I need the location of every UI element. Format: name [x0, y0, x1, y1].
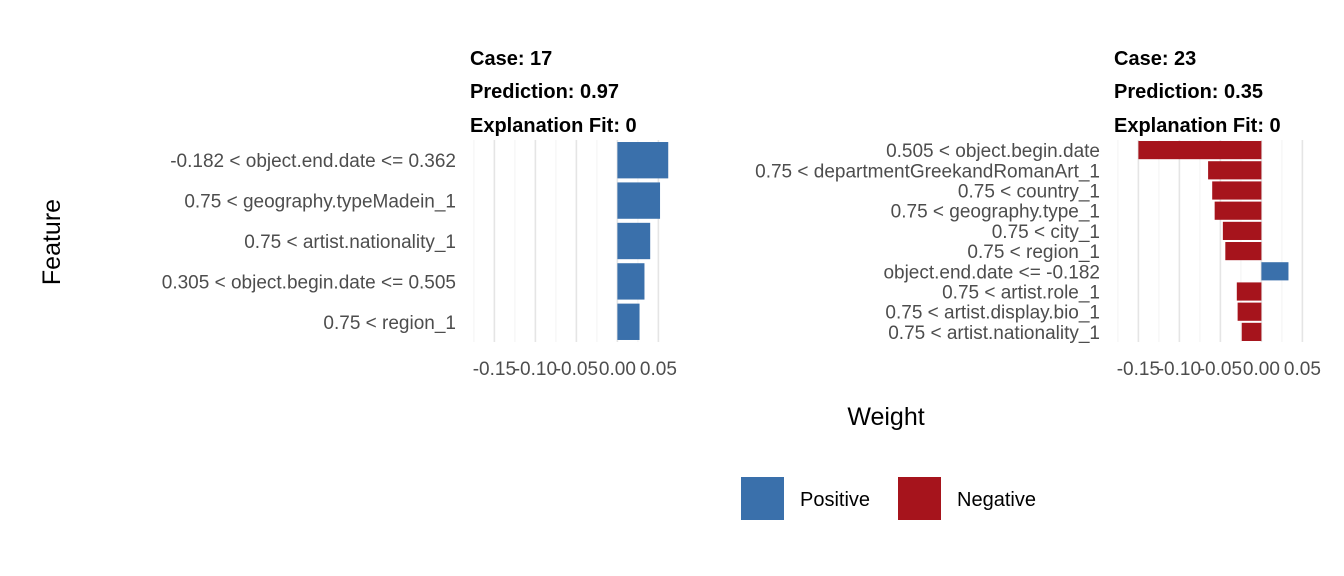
feature-label: 0.305 < object.begin.date <= 0.505	[162, 272, 456, 293]
bar-negative	[1138, 141, 1262, 160]
bar-negative	[1241, 322, 1262, 341]
feature-label: 0.75 < geography.type_1	[891, 202, 1100, 223]
bar-negative	[1236, 282, 1262, 301]
panel-title-line: Explanation Fit: 0	[470, 115, 637, 137]
bar-negative	[1222, 221, 1262, 240]
panel-title-line: Prediction: 0.97	[470, 81, 619, 103]
legend: Positive Negative	[741, 477, 1036, 520]
bar-negative	[1214, 201, 1262, 220]
x-tick-label: -0.15	[473, 359, 516, 380]
facet-panel-1: Case: 17 Prediction: 0.97 Explanation Fit:…	[162, 48, 677, 380]
bar-negative	[1212, 181, 1262, 200]
legend-swatch-negative	[898, 477, 941, 520]
x-tick-label: 0.00	[1243, 359, 1280, 380]
x-tick-label: 0.05	[640, 359, 677, 380]
panel-title: Case: 23 Prediction: 0.35 Explanation Fit:…	[1114, 48, 1281, 137]
bar-negative	[1237, 302, 1262, 321]
feature-label: 0.75 < region_1	[323, 313, 456, 334]
bar-negative	[1208, 161, 1262, 180]
panel-title-line: Prediction: 0.35	[1114, 81, 1263, 103]
x-tick-label: -0.10	[514, 359, 557, 380]
x-tick-label: -0.15	[1117, 359, 1160, 380]
bar-positive	[617, 142, 669, 179]
feature-label: 0.75 < artist.display.bio_1	[885, 303, 1100, 324]
feature-label: 0.75 < region_1	[967, 242, 1100, 263]
panel-title-line: Case: 17	[470, 48, 552, 70]
panel-title-line: Explanation Fit: 0	[1114, 115, 1281, 137]
bar-negative	[1225, 242, 1262, 261]
x-tick-label: 0.05	[1284, 359, 1321, 380]
feature-label: 0.505 < object.begin.date	[886, 141, 1100, 162]
feature-label: 0.75 < artist.nationality_1	[888, 323, 1100, 344]
feature-label: 0.75 < country_1	[958, 182, 1100, 203]
panel-title-line: Case: 23	[1114, 48, 1196, 70]
y-axis-title: Feature	[38, 199, 66, 285]
bar-positive	[617, 303, 640, 340]
facet-panel-2: Case: 23 Prediction: 0.35 Explanation Fit:…	[755, 48, 1321, 380]
feature-label: 0.75 < artist.nationality_1	[244, 232, 456, 253]
panel-title: Case: 17 Prediction: 0.97 Explanation Fit:…	[470, 48, 637, 137]
bar-positive	[617, 263, 645, 300]
feature-label: 0.75 < artist.role_1	[942, 283, 1100, 304]
bar-positive	[1261, 262, 1289, 281]
x-tick-label: 0.00	[599, 359, 636, 380]
x-tick-label: -0.10	[1158, 359, 1201, 380]
x-tick-label: -0.05	[555, 359, 598, 380]
feature-label: 0.75 < city_1	[992, 222, 1100, 243]
x-axis-title: Weight	[847, 403, 924, 431]
feature-label: 0.75 < departmentGreekandRomanArt_1	[755, 161, 1100, 182]
legend-label-negative: Negative	[957, 489, 1036, 511]
feature-label: 0.75 < geography.typeMadein_1	[184, 192, 456, 213]
x-tick-label: -0.05	[1199, 359, 1242, 380]
legend-swatch-positive	[741, 477, 784, 520]
bar-positive	[617, 182, 661, 219]
feature-label: object.end.date <= -0.182	[883, 262, 1100, 283]
bar-positive	[617, 222, 651, 260]
legend-label-positive: Positive	[800, 489, 870, 511]
feature-label: -0.182 < object.end.date <= 0.362	[170, 151, 456, 172]
